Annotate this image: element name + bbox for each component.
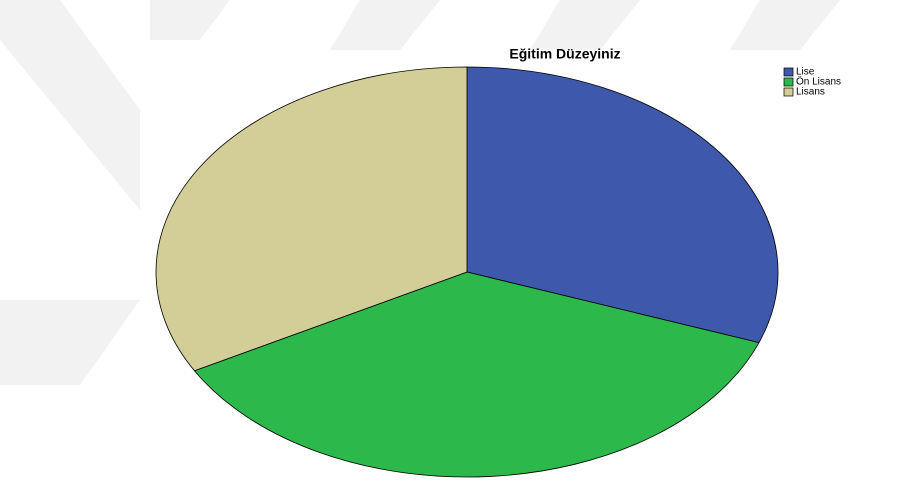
pie-slice xyxy=(155,66,468,372)
watermark-shape xyxy=(730,0,840,50)
legend-swatch xyxy=(783,87,794,97)
legend-swatch xyxy=(783,67,794,77)
watermark-shape xyxy=(0,0,140,210)
watermark-shape xyxy=(0,300,140,385)
legend-label: Lise xyxy=(796,67,815,78)
watermark-shape xyxy=(330,0,440,50)
legend-swatch xyxy=(783,77,794,87)
watermark-shape xyxy=(530,0,640,50)
legend-label: Ön Lisans xyxy=(796,76,841,88)
pie-slice xyxy=(466,66,779,344)
watermark-shape xyxy=(150,0,230,40)
watermark xyxy=(0,0,840,385)
chart-title: Eğitim Düzeyiniz xyxy=(509,46,620,62)
pie-slice xyxy=(193,271,760,478)
legend-label: Lisans xyxy=(796,87,825,98)
